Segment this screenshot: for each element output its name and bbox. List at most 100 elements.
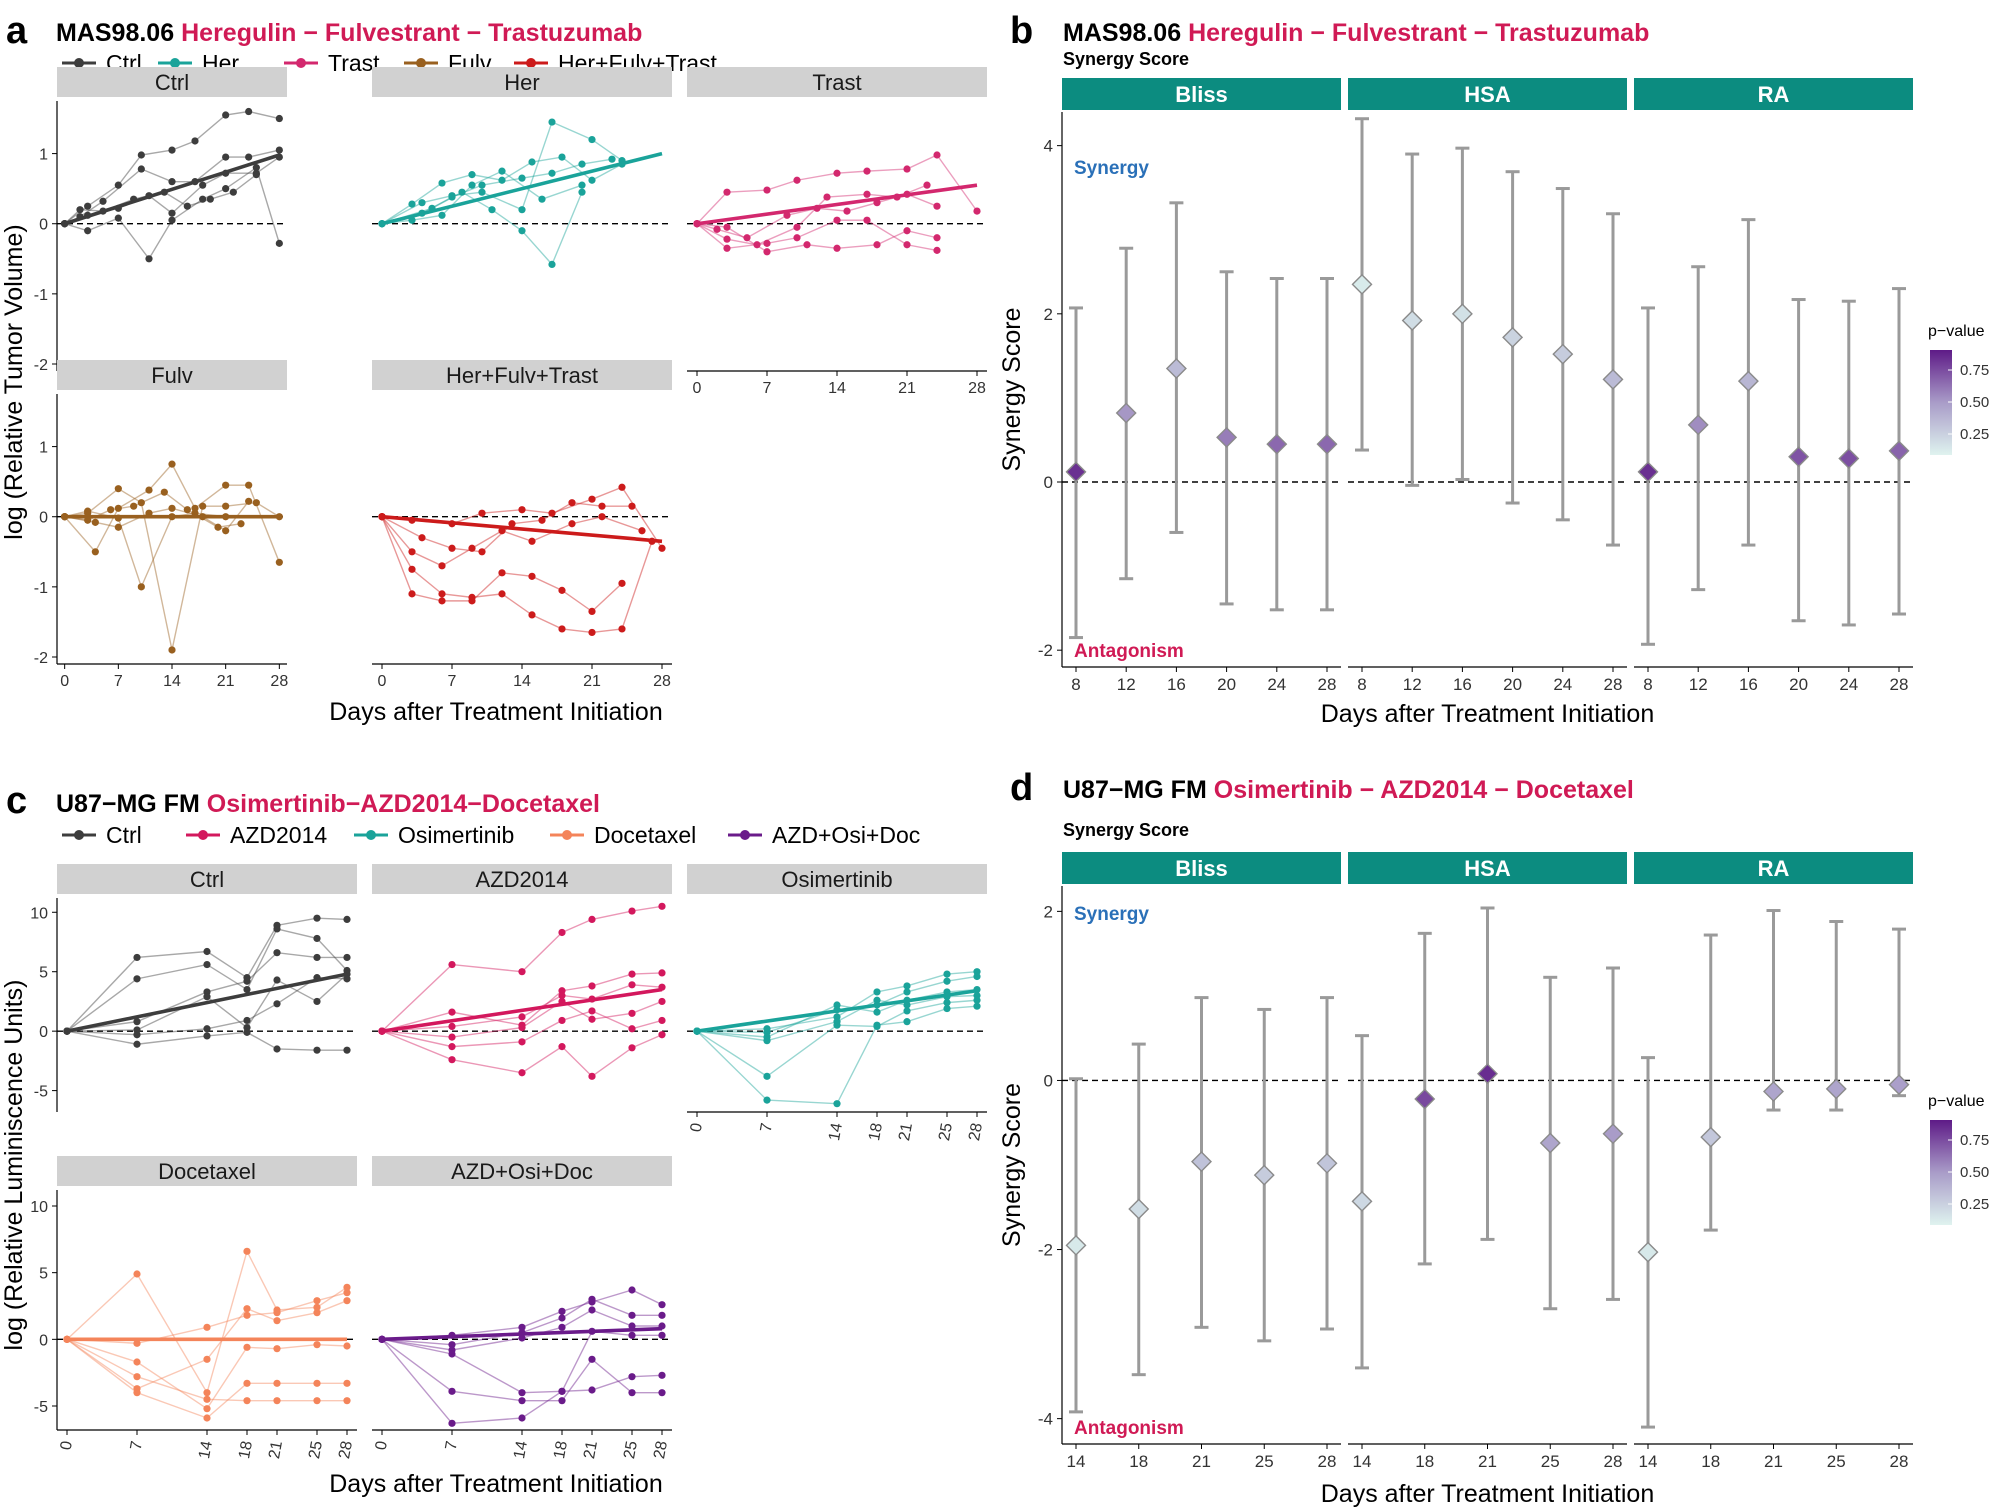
- group-strip-label: HSA: [1464, 856, 1511, 881]
- data-point: [203, 1323, 211, 1331]
- x-axis-title: Days after Treatment Initiation: [1321, 1480, 1654, 1508]
- data-point: [114, 214, 122, 222]
- y-tick-label: 2: [1044, 305, 1053, 324]
- y-tick-label: -5: [34, 1084, 48, 1101]
- data-point: [558, 153, 566, 161]
- synergy-diamond: [1351, 273, 1373, 295]
- facet-strip: [372, 864, 672, 894]
- facet-azd-osi-doc: AZD+Osi+Doc 0 7 14 18 21 25 28: [372, 1156, 672, 1460]
- data-point: [130, 502, 138, 510]
- data-point: [753, 241, 761, 249]
- data-point: [343, 1379, 351, 1387]
- legend-dot-trast: [296, 58, 306, 68]
- data-point: [783, 211, 791, 219]
- data-point: [558, 928, 566, 937]
- x-tick-label: 0: [373, 1440, 391, 1452]
- pvalue-tick-label: 0.75: [1960, 1132, 1989, 1149]
- data-point: [243, 1311, 251, 1319]
- data-point: [243, 1247, 251, 1255]
- data-point: [518, 1414, 526, 1422]
- data-point: [713, 225, 721, 233]
- x-tick-label: 20: [1789, 675, 1808, 694]
- group-strip: [1062, 78, 1341, 110]
- synergy-diamond: [1216, 426, 1238, 448]
- facet-strip-label: Trast: [812, 70, 861, 95]
- data-point: [588, 982, 596, 990]
- data-point: [973, 972, 981, 981]
- legend-label-osimertinib: Osimertinib: [398, 822, 514, 848]
- data-point: [588, 607, 596, 616]
- synergy-diamond: [1414, 1088, 1436, 1110]
- y-tick-label: 4: [1044, 137, 1053, 156]
- pvalue-tick-label: 0.25: [1960, 426, 1989, 443]
- data-point: [203, 1025, 211, 1033]
- data-point: [723, 223, 731, 231]
- facet-strip: [57, 67, 287, 97]
- x-axis-title: Days after Treatment Initiation: [329, 698, 662, 726]
- data-point: [273, 1379, 281, 1387]
- data-point: [468, 597, 476, 605]
- facet-her: Her: [372, 67, 672, 269]
- facet-strip: [372, 67, 672, 97]
- data-point: [943, 970, 951, 978]
- x-tick-label: 7: [448, 673, 457, 690]
- data-point: [438, 590, 446, 598]
- data-point: [99, 197, 107, 205]
- x-tick-label: 18: [551, 1440, 571, 1461]
- synergy-diamond: [1191, 1151, 1212, 1173]
- data-point: [588, 1007, 596, 1015]
- data-point: [598, 513, 606, 521]
- panel-a-header: a MAS98.06 Heregulin − Fulvestrant − Tras…: [6, 10, 642, 52]
- data-point: [448, 1022, 456, 1030]
- x-tick-label: 12: [1689, 675, 1708, 694]
- data-point: [458, 188, 466, 196]
- panel-c-title-black: U87−MG FM: [56, 790, 200, 818]
- data-point: [628, 1025, 636, 1033]
- data-point: [873, 988, 881, 996]
- legend-dot-fulv: [416, 58, 426, 68]
- data-point: [658, 969, 666, 977]
- x-tick-label: 0: [378, 673, 387, 690]
- data-point: [973, 996, 981, 1004]
- pvalue-colorbar: [1930, 1120, 1952, 1225]
- data-point: [588, 135, 596, 144]
- data-point: [137, 165, 145, 173]
- data-point: [168, 209, 176, 217]
- series-line: [381, 121, 623, 225]
- synergy-diamond: [1502, 326, 1524, 348]
- x-tick-label: 18: [1701, 1452, 1720, 1471]
- y-tick-label: 1: [39, 440, 48, 457]
- data-point: [243, 985, 251, 994]
- data-point: [628, 981, 636, 989]
- data-point: [448, 544, 456, 552]
- y-tick-label: -1: [34, 287, 48, 304]
- data-point: [252, 164, 260, 172]
- data-point: [133, 953, 141, 962]
- data-point: [160, 488, 168, 496]
- x-tick-label: 20: [1503, 675, 1522, 694]
- synergy-diamond: [1687, 414, 1709, 436]
- trend-line: [381, 1326, 663, 1342]
- facet-strip-label: AZD+Osi+Doc: [451, 1159, 593, 1184]
- data-point: [133, 1339, 141, 1347]
- facet-strip-label: Her: [504, 70, 539, 95]
- data-point: [91, 518, 99, 526]
- data-point: [203, 993, 211, 1001]
- data-point: [199, 181, 207, 189]
- data-point: [418, 199, 426, 207]
- data-point: [168, 646, 176, 654]
- x-tick-label: 14: [1639, 1452, 1658, 1471]
- synergy-diamond: [1316, 433, 1338, 455]
- facet-strip: [687, 864, 987, 894]
- group-strip: [1348, 852, 1627, 884]
- data-point: [558, 1043, 566, 1051]
- x-tick-label: 28: [1604, 675, 1623, 694]
- data-point: [873, 1021, 881, 1029]
- data-point: [498, 569, 506, 577]
- data-point: [763, 248, 771, 256]
- data-point: [873, 1008, 881, 1016]
- data-point: [448, 1033, 456, 1041]
- facet-strip-label: Ctrl: [190, 867, 224, 892]
- data-point: [252, 171, 260, 179]
- data-point: [558, 1397, 566, 1405]
